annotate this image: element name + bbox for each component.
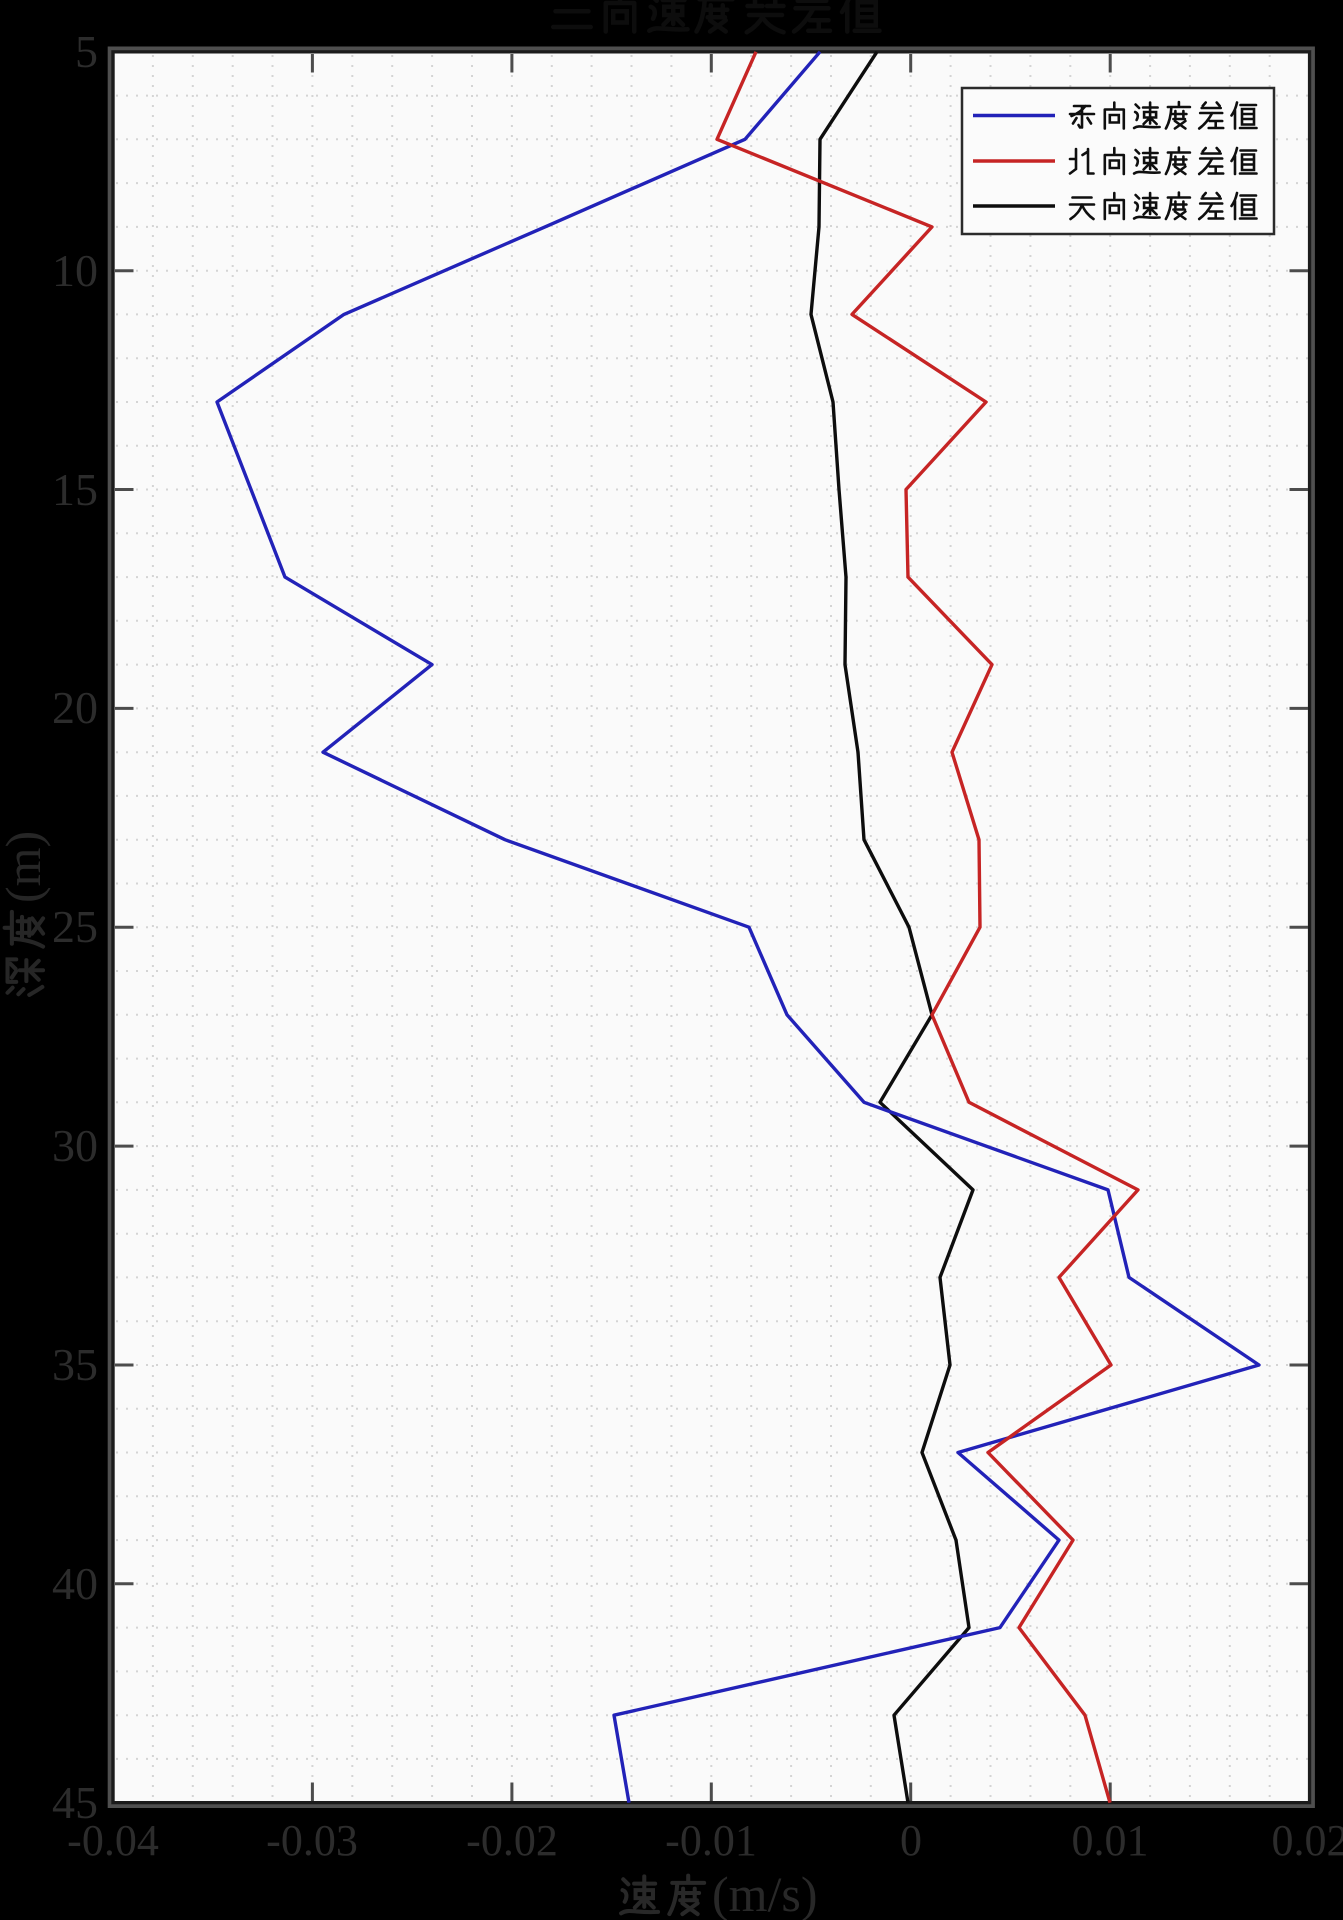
svg-text:(m): (m)	[0, 831, 51, 903]
svg-text:-0.01: -0.01	[665, 1816, 757, 1865]
svg-text:40: 40	[52, 1558, 98, 1609]
svg-text:-0.02: -0.02	[466, 1816, 558, 1865]
svg-text:15: 15	[52, 464, 98, 515]
svg-text:25: 25	[52, 901, 98, 952]
svg-text:0: 0	[900, 1816, 922, 1865]
svg-text:10: 10	[52, 245, 98, 296]
svg-text:45: 45	[52, 1777, 98, 1828]
svg-text:-0.03: -0.03	[266, 1816, 358, 1865]
svg-text:20: 20	[52, 682, 98, 733]
svg-text:30: 30	[52, 1120, 98, 1171]
svg-text:(m/s): (m/s)	[712, 1866, 818, 1920]
svg-text:-0.04: -0.04	[67, 1816, 159, 1865]
svg-text:35: 35	[52, 1339, 98, 1390]
svg-text:5: 5	[75, 26, 98, 77]
svg-text:0.02: 0.02	[1272, 1816, 1343, 1865]
svg-text:0.01: 0.01	[1072, 1816, 1149, 1865]
